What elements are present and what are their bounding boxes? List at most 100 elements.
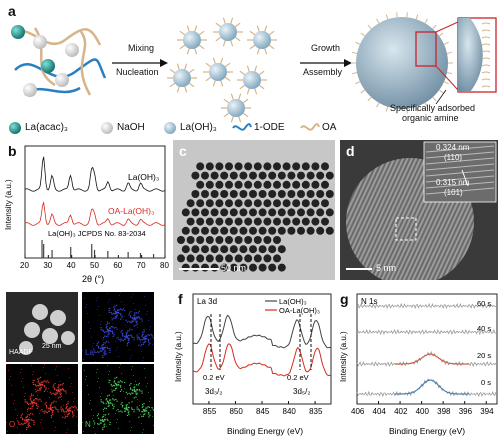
assembled-superparticle xyxy=(351,12,497,114)
panel-c-tem-image: c 50 nm xyxy=(173,140,335,280)
xrd-reference-sticks xyxy=(41,240,155,258)
seed-nanoparticles xyxy=(167,17,277,123)
xps-f-tick-label: 835 xyxy=(309,407,323,416)
scale-bar-c xyxy=(179,268,219,270)
panel-g-ylabel: Intensity (a.u.) xyxy=(339,331,348,382)
step2-label-assembly: Assembly xyxy=(303,67,343,77)
xps-g-tick-label: 402 xyxy=(394,407,408,416)
map-label-o: O xyxy=(9,420,16,429)
time-40s: 40 s xyxy=(477,324,491,333)
scale-bar-d xyxy=(346,268,372,270)
legend-f-la-oh: La(OH)₃ xyxy=(279,297,307,306)
legend-naoh: NaOH xyxy=(117,122,145,133)
legend: La(acac)₃ NaOH La(OH)₃ 1-ODE OA xyxy=(8,118,408,138)
xrd-tick-label: 20 xyxy=(20,261,29,270)
xps-n1s-20s xyxy=(356,350,497,368)
hrtem-inset xyxy=(423,141,497,203)
eds-map-la: La xyxy=(82,292,154,362)
xrd-tick-label: 80 xyxy=(160,261,169,270)
blue-wave-icon xyxy=(232,123,252,131)
xps-n1s-40s xyxy=(356,328,497,336)
annotation-line1: Specifically adsorbed xyxy=(390,103,476,113)
panel-g-title: N 1s xyxy=(361,297,377,306)
white-sphere-icon xyxy=(101,122,113,134)
xps-f-tick-label: 840 xyxy=(283,407,297,416)
d-spacing-1: 0.324 nm xyxy=(436,143,470,152)
xps-f-tick-label: 850 xyxy=(229,407,243,416)
scale-label-d: 5 nm xyxy=(376,263,397,273)
panel-g-xps-n1s: 406 404 402 400 398 396 394 N 1s 60 s 40 s 20 … xyxy=(339,293,498,436)
xps-g-tick-label: 396 xyxy=(459,407,473,416)
xrd-tick-label: 40 xyxy=(67,261,76,270)
panel-b-xlabel: 2θ (°) xyxy=(82,274,104,284)
peak-label-3d32: 3d₃/₂ xyxy=(205,387,222,396)
map-label-la: La xyxy=(85,348,94,357)
legend-oa: OA xyxy=(322,122,337,133)
panel-f-xps-la3d: 855 850 845 840 835 La 3d 3d₃/₂ 3d₅/₂ 0.2 eV… xyxy=(174,293,332,436)
xrd-tick-label: 70 xyxy=(137,261,146,270)
haadf-image: HAADF 25 nm xyxy=(6,292,78,362)
time-20s: 20 s xyxy=(477,351,491,360)
xrd-tick-label: 30 xyxy=(43,261,52,270)
panel-label-a: a xyxy=(8,3,16,19)
zoom-box-d xyxy=(395,217,417,241)
step2-label-growth: Growth xyxy=(311,43,341,53)
xps-la3d-la-oh xyxy=(192,314,332,349)
xps-g-tick-label: 394 xyxy=(480,407,494,416)
legend-ode: 1-ODE xyxy=(254,122,285,133)
legend-xrd-la-oh: La(OH)₃ xyxy=(128,172,159,182)
panel-a-schematic xyxy=(11,12,497,123)
xps-g-tick-label: 398 xyxy=(437,407,451,416)
xrd-curve-la-oh xyxy=(24,156,166,192)
panel-f-xlabel: Binding Energy (eV) xyxy=(227,426,303,436)
map-label-n: N xyxy=(85,420,91,429)
xps-g-tick-label: 404 xyxy=(373,407,387,416)
fit-n1s-20s xyxy=(394,353,469,365)
xps-la3d-oa-la-oh xyxy=(192,343,332,377)
step1-label-mixing: Mixing xyxy=(128,43,155,53)
teal-sphere-icon xyxy=(9,122,21,134)
peak-label-3d52: 3d₅/₂ xyxy=(293,387,310,396)
time-0s: 0 s xyxy=(481,378,491,387)
legend-la-acac: La(acac)₃ xyxy=(25,122,68,133)
plane-1: (110) xyxy=(444,153,463,162)
scale-label-e: 25 nm xyxy=(42,343,62,350)
xps-g-tick-label: 406 xyxy=(351,407,365,416)
panel-label-d: d xyxy=(346,143,355,159)
annotation-line2: organic amine xyxy=(402,113,459,123)
xps-n1s-60s xyxy=(356,302,497,310)
plane-2: (101) xyxy=(444,188,463,197)
shift-label-1: 0.2 eV xyxy=(203,373,225,382)
shift-label-2: 0.2 eV xyxy=(287,373,309,382)
panel-b-ylabel: Intensity (a.u.) xyxy=(4,179,13,230)
step1-label-nucleation: Nucleation xyxy=(116,67,159,77)
precursor-mixture xyxy=(11,25,107,97)
legend-f-oa-la-oh: OA-La(OH)₃ xyxy=(279,306,320,315)
xps-f-tick-label: 855 xyxy=(203,407,217,416)
panel-label-c: c xyxy=(179,143,187,159)
panel-b-xrd: 20 30 40 50 60 70 80 Intensity (a.u.) 2θ (°) L… xyxy=(4,145,169,284)
time-60s: 60 s xyxy=(477,299,491,308)
panel-f-ylabel: Intensity (a.u.) xyxy=(174,331,183,382)
panel-label-b: b xyxy=(8,143,17,159)
panel-label-g: g xyxy=(340,291,349,307)
scale-label-c: 50 nm xyxy=(221,263,247,273)
fit-n1s-0s xyxy=(394,379,469,395)
eds-map-o: O xyxy=(6,364,78,434)
xrd-reference-label: La(OH)₃ JCPDS No. 83-2034 xyxy=(48,229,146,238)
xrd-tick-label: 50 xyxy=(90,261,99,270)
blue-sphere-icon xyxy=(164,122,176,134)
xps-f-tick-label: 845 xyxy=(256,407,270,416)
panel-f-title: La 3d xyxy=(197,297,217,306)
panel-g-xlabel: Binding Energy (eV) xyxy=(389,426,465,436)
xps-n1s-0s xyxy=(356,378,497,398)
eds-map-n: N xyxy=(82,364,154,434)
haadf-label: HAADF xyxy=(9,349,33,356)
xrd-tick-label: 60 xyxy=(113,261,122,270)
d-spacing-2: 0.315 nm xyxy=(436,178,470,187)
xps-g-tick-label: 400 xyxy=(416,407,430,416)
panel-label-f: f xyxy=(178,291,183,307)
panel-d-hrtem-image: d 0.324 nm (110) 0.315 nm (101) 5 nm xyxy=(340,140,498,280)
legend-la-oh: La(OH)₃ xyxy=(180,122,217,133)
